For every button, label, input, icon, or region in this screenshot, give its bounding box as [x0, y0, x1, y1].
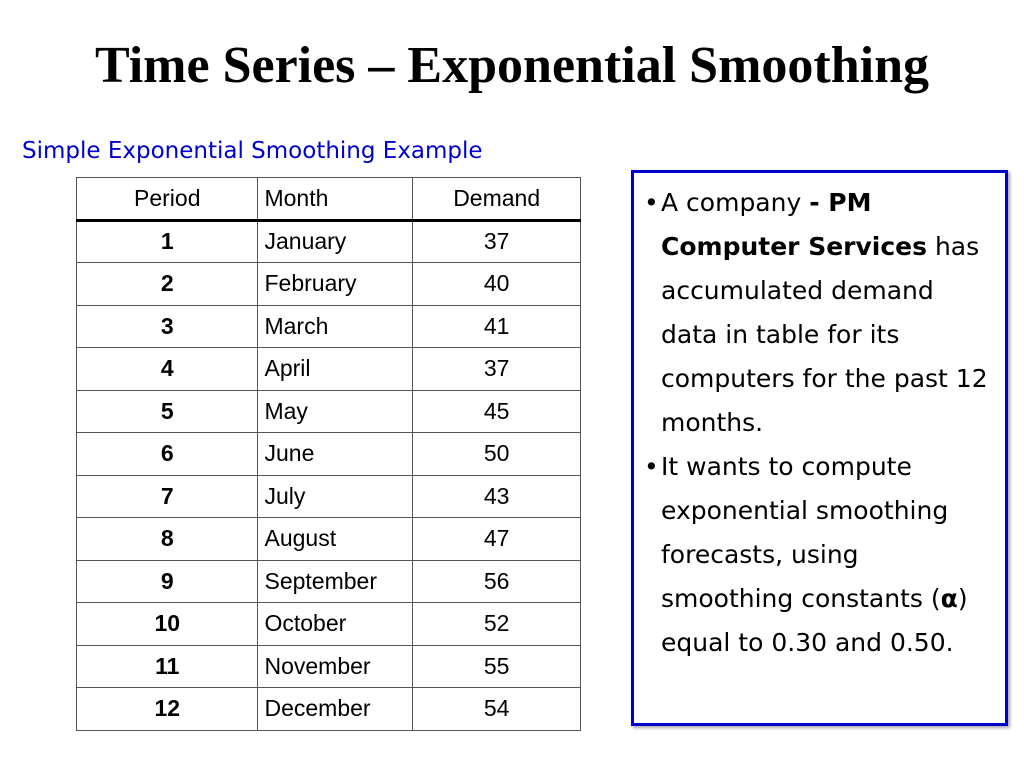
demand-table: Period Month Demand 1 January 37 2 Febru…: [75, 177, 581, 731]
company-name: - PM Computer Services: [661, 188, 928, 261]
demand-cell: 56: [412, 559, 581, 603]
slide-title: Time Series – Exponential Smoothing: [94, 37, 929, 94]
month-cell: November: [257, 644, 414, 688]
month-cell: October: [257, 602, 414, 646]
month-cell: February: [257, 262, 414, 306]
table-row: 7 July 43: [75, 474, 581, 518]
bullet1-prefix: A company: [661, 188, 810, 217]
month-cell: August: [257, 517, 414, 561]
bullet2-prefix: It wants to compute exponential smoothin…: [661, 452, 949, 613]
demand-cell: 47: [412, 517, 581, 561]
info-box: • A company - PM Computer Services has ac…: [631, 170, 1008, 726]
demand-cell: 37: [412, 219, 581, 263]
month-cell: January: [257, 219, 414, 263]
demand-cell: 43: [412, 474, 581, 518]
demand-cell: 55: [412, 644, 581, 688]
bullet1-suffix: has accumulated demand data in table for…: [661, 232, 988, 437]
table-row: 6 June 50: [75, 432, 581, 476]
demand-cell: 45: [412, 389, 581, 433]
period-cell: 2: [75, 262, 259, 306]
header-period: Period: [75, 177, 259, 222]
period-cell: 11: [75, 644, 259, 688]
slide-subtitle: Simple Exponential Smoothing Example: [22, 138, 483, 164]
month-cell: April: [257, 347, 414, 391]
period-cell: 5: [75, 389, 259, 433]
period-cell: 7: [75, 474, 259, 518]
demand-cell: 40: [412, 262, 581, 306]
demand-cell: 37: [412, 347, 581, 391]
month-cell: March: [257, 304, 414, 348]
table-header-row: Period Month Demand: [75, 177, 581, 222]
table-row: 3 March 41: [75, 304, 581, 348]
month-cell: May: [257, 389, 414, 433]
period-cell: 10: [75, 602, 259, 646]
table-row: 10 October 52: [75, 602, 581, 646]
table-row: 9 September 56: [75, 559, 581, 603]
period-cell: 6: [75, 432, 259, 476]
bullet-symbol: •: [644, 452, 659, 481]
demand-cell: 50: [412, 432, 581, 476]
period-cell: 3: [75, 304, 259, 348]
info-bullet-goal: • It wants to compute exponential smoothi…: [644, 445, 993, 665]
table-row: 8 August 47: [75, 517, 581, 561]
info-bullet-list: • A company - PM Computer Services has ac…: [644, 181, 993, 665]
table-row: 4 April 37: [75, 347, 581, 391]
period-cell: 12: [75, 687, 259, 731]
demand-cell: 52: [412, 602, 581, 646]
info-bullet-company: • A company - PM Computer Services has ac…: [644, 181, 993, 445]
month-cell: June: [257, 432, 414, 476]
table-row: 11 November 55: [75, 644, 581, 688]
alpha-symbol: α: [940, 584, 958, 613]
table-row: 1 January 37: [75, 219, 581, 263]
month-cell: September: [257, 559, 414, 603]
month-cell: December: [257, 687, 414, 731]
bullet2-suffix: ) equal to 0.30 and 0.50.: [661, 584, 968, 657]
table-row: 12 December 54: [75, 687, 581, 731]
month-cell: July: [257, 474, 414, 518]
table-row: 2 February 40: [75, 262, 581, 306]
demand-cell: 41: [412, 304, 581, 348]
table-row: 5 May 45: [75, 389, 581, 433]
period-cell: 4: [75, 347, 259, 391]
period-cell: 8: [75, 517, 259, 561]
header-demand: Demand: [412, 177, 581, 222]
header-month: Month: [257, 177, 414, 222]
bullet-symbol: •: [644, 188, 659, 217]
demand-cell: 54: [412, 687, 581, 731]
period-cell: 1: [75, 219, 259, 263]
period-cell: 9: [75, 559, 259, 603]
